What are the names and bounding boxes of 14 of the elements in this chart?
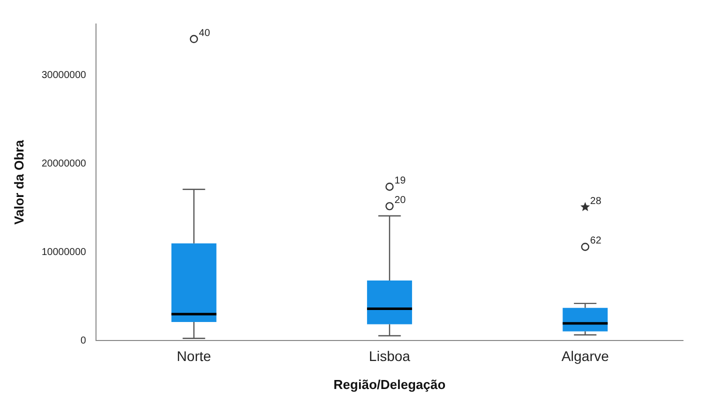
annotation: 20 [394, 194, 406, 206]
annotation: 28 [590, 196, 602, 207]
y-axis-title: Valor da Obra [11, 139, 26, 225]
annotation: 19 [394, 175, 406, 186]
x-tick-label: Norte [176, 348, 212, 364]
annotation: 40 [198, 28, 210, 39]
y-tick-label: 30000000 [42, 70, 87, 82]
x-tick-label: Lisboa [368, 348, 410, 364]
y-tick-label: 0 [80, 335, 87, 346]
x-axis-title: Região/Delegação [334, 376, 446, 392]
x-tick-label: Algarve [561, 348, 610, 364]
y-tick-label: 20000000 [42, 158, 87, 170]
annotation: 62 [590, 236, 602, 247]
y-tick-label: 10000000 [42, 246, 87, 258]
